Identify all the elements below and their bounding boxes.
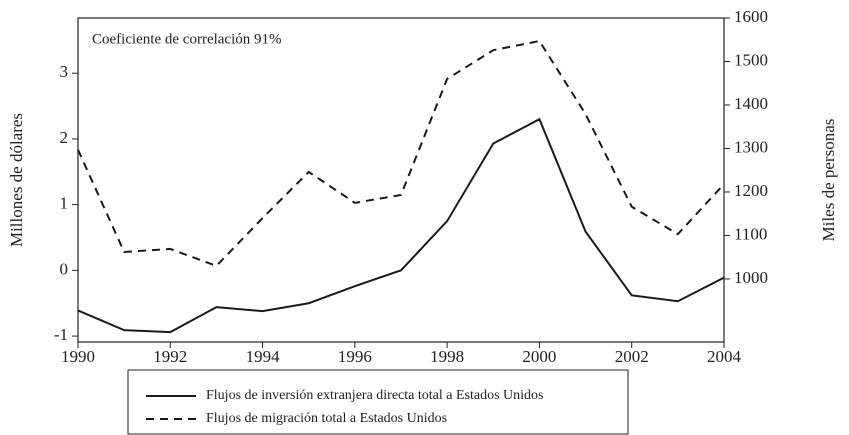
y2-tick-label: 1200 (734, 181, 768, 200)
legend-label: Flujos de migración total a Estados Unid… (206, 411, 447, 426)
y-tick-label: 3 (60, 62, 69, 81)
legend-box (127, 369, 629, 435)
legend-label: Flujos de inversión extranjera directa t… (206, 388, 543, 403)
y2-tick-label: 1100 (734, 224, 767, 243)
x-tick-label: 1990 (61, 347, 95, 366)
x-tick-label: 2004 (707, 347, 742, 366)
x-tick-label: 2002 (615, 347, 649, 366)
x-tick-label: 1998 (430, 347, 464, 366)
y2-tick-label: 1600 (734, 7, 768, 26)
y2-axis-label: Miles de personas (819, 119, 838, 242)
x-tick-label: 1992 (153, 347, 187, 366)
plot-frame (77, 17, 725, 343)
y2-tick-label: 1400 (734, 94, 768, 113)
series-line (77, 39, 725, 268)
y2-tick-label: 1500 (734, 50, 768, 69)
y2-tick-label: 1300 (734, 137, 768, 156)
x-tick-label: 1996 (338, 347, 372, 366)
x-tick-label: 1994 (246, 347, 281, 366)
x-tick-label: 2000 (522, 347, 556, 366)
y-tick-label: 1 (60, 194, 69, 213)
y-tick-label: 2 (60, 128, 69, 147)
y-tick-label: -1 (54, 325, 68, 344)
annotation: Coeficiente de correlación 91% (92, 31, 282, 47)
series-line (77, 117, 725, 334)
y-tick-label: 0 (60, 259, 69, 278)
y-axis-label: Millones de dólares (7, 113, 26, 247)
y2-tick-label: 1000 (734, 268, 768, 287)
